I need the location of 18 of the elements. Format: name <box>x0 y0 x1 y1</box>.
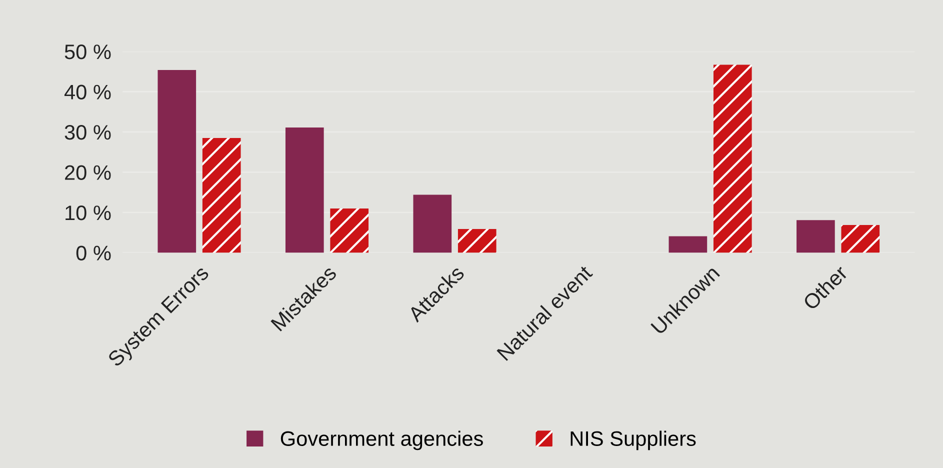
legend-label: NIS Suppliers <box>570 430 696 450</box>
legend-label: Government agencies <box>280 430 483 450</box>
bar <box>413 194 452 253</box>
bar <box>285 128 324 253</box>
y-tick-label: 0 % <box>76 246 111 260</box>
bar <box>796 220 835 253</box>
y-tick-label: 30 % <box>64 124 111 140</box>
y-tick-label: 20 % <box>65 165 111 180</box>
y-tick-label: 50 % <box>64 44 111 60</box>
bar <box>330 208 369 253</box>
bar <box>202 138 241 253</box>
y-tick-label: 10 % <box>66 205 111 220</box>
bar <box>668 236 708 253</box>
bar <box>158 70 196 253</box>
bar <box>458 228 496 253</box>
bar <box>841 224 880 253</box>
bar <box>713 64 752 253</box>
y-tick-label: 40 % <box>64 84 111 100</box>
